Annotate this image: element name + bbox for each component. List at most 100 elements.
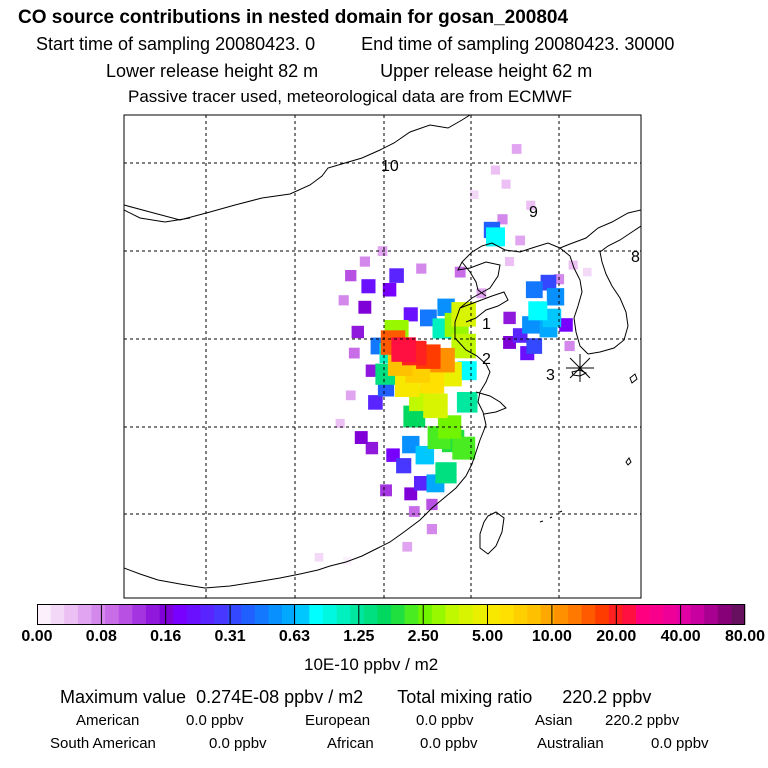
concentration-cell	[361, 279, 376, 294]
concentration-cell	[358, 300, 372, 314]
concentration-cell	[348, 347, 360, 359]
colorbar-swatch	[636, 604, 650, 625]
colorbar-swatch	[132, 604, 147, 625]
concentration-cell	[345, 390, 356, 401]
japan-island-small	[625, 457, 632, 466]
northern-border	[124, 115, 471, 221]
point-label: 9	[529, 204, 538, 221]
concentration-cell	[526, 338, 543, 354]
release-height-line: Lower release height 82 m Upper release h…	[106, 62, 592, 80]
concentration-cell	[416, 263, 427, 274]
colorbar-swatch	[254, 604, 269, 625]
colorbar-swatch	[499, 604, 514, 625]
point-label: 8	[631, 249, 640, 266]
concentration-cell	[525, 281, 543, 299]
point-label: 3	[546, 367, 555, 384]
colorbar-swatches	[37, 604, 746, 625]
lower-height-text: Lower release height 82 m	[106, 61, 319, 81]
concentration-cell	[396, 458, 412, 474]
colorbar-swatch	[282, 604, 296, 625]
concentration-field	[314, 144, 592, 565]
colorbar-swatch	[704, 604, 719, 625]
concentration-cell	[435, 462, 457, 484]
colorbar-swatch	[64, 604, 79, 625]
start-time-text: Start time of sampling 20080423. 0	[36, 34, 316, 54]
concentration-cell	[389, 268, 404, 283]
concentration-cell	[546, 288, 565, 306]
concentration-cell	[456, 392, 478, 413]
concentration-cell	[338, 295, 349, 306]
concentration-cell	[335, 418, 345, 428]
concentration-cell	[391, 337, 416, 362]
korea-east-coast	[587, 225, 641, 355]
colorbar-swatch	[159, 604, 174, 625]
concentration-cell	[408, 506, 420, 517]
colorbar-swatch	[37, 604, 51, 625]
point-label: 1	[482, 316, 491, 333]
end-time-text: End time of sampling 20080423. 30000	[361, 34, 675, 54]
concentration-cell	[343, 556, 352, 565]
concentration-cell	[354, 431, 368, 444]
shandong-peninsula	[459, 291, 509, 323]
colorbar-tick-label: 0.63	[278, 628, 311, 645]
colorbar-swatch	[186, 604, 201, 625]
concentration-cell	[403, 307, 418, 322]
concentration-cell	[559, 318, 573, 332]
concentration-cell	[359, 256, 370, 267]
colorbar-tick-label: 5.00	[471, 628, 504, 645]
concentration-cell	[415, 445, 435, 465]
region-african-value: 0.0 ppbv	[420, 735, 478, 752]
colorbar-swatch	[363, 604, 378, 625]
colorbar-swatch	[622, 604, 637, 625]
concentration-cell	[426, 498, 438, 511]
total-mixing-label: Total mixing ratio	[397, 687, 533, 707]
bohai-coast	[461, 261, 487, 297]
china-coast	[124, 242, 561, 589]
tracer-note: Passive tracer used, meteorological data…	[128, 87, 573, 106]
colorbar-swatch	[431, 604, 446, 625]
colorbar-swatch	[595, 604, 610, 625]
colorbar-swatch	[676, 604, 691, 625]
colorbar-tick-label: 0.31	[214, 628, 246, 645]
colorbar-swatch	[391, 604, 405, 625]
colorbar-swatch	[649, 604, 664, 625]
colorbar-swatch	[91, 604, 106, 625]
sampling-time-line: Start time of sampling 20080423. 0 End ti…	[36, 35, 674, 53]
concentration-cell	[583, 267, 592, 277]
colorbar-tick-label: 10.00	[531, 628, 572, 645]
taiwan-island	[479, 511, 505, 555]
chart-title: CO source contributions in nested domain…	[18, 7, 569, 28]
region-american-name: American	[76, 712, 140, 729]
colorbar-tick-label: 40.00	[660, 628, 701, 645]
region-south-american-value: 0.0 ppbv	[209, 735, 267, 752]
concentration-cell	[490, 165, 500, 175]
colorbar-swatch	[731, 604, 746, 625]
receptor-marker	[566, 354, 594, 382]
concentration-cell	[437, 298, 455, 316]
concentration-cell	[497, 214, 508, 225]
colorbar-tick-label: 0.08	[85, 628, 117, 645]
colorbar-swatch	[472, 604, 487, 625]
colorbar-swatch	[173, 604, 188, 625]
concentration-cell	[503, 336, 516, 349]
colorbar-swatch	[214, 604, 228, 625]
colorbar-swatch	[690, 604, 705, 625]
concentration-cell	[454, 266, 466, 278]
colorbar-swatch	[227, 604, 242, 625]
concentration-cell	[540, 274, 557, 291]
colorbar-swatch	[527, 604, 542, 625]
colorbar-swatch	[459, 604, 473, 625]
region-australian-name: Australian	[537, 735, 604, 752]
point-label: 10	[381, 158, 399, 175]
point-label: 2	[482, 351, 491, 368]
units-label: 10E-10 ppbv / m2	[304, 655, 439, 674]
concentration-cell	[452, 436, 476, 460]
colorbar-tick-label: 1.25	[343, 628, 375, 645]
colorbar-swatch	[404, 604, 419, 625]
concentration-cell	[528, 301, 548, 321]
concentration-cell	[542, 308, 562, 328]
colorbar-swatch	[540, 604, 555, 625]
map-frame	[123, 114, 642, 599]
total-mixing-value: 220.2 ppbv	[562, 687, 652, 707]
